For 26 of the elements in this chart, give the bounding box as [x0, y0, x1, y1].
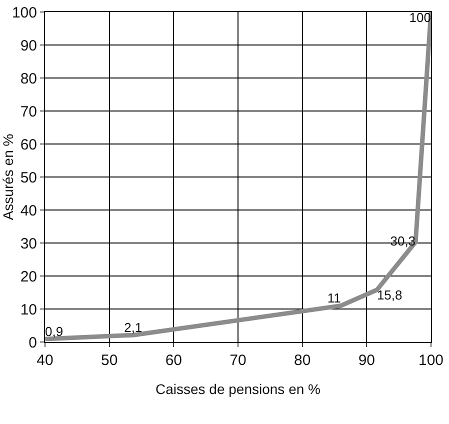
y-tick-label: 80 [20, 70, 37, 88]
y-tick-label: 90 [20, 37, 37, 54]
y-tick-label: 0 [28, 334, 37, 352]
y-tick-label: 100 [12, 4, 37, 22]
data-label: 11 [327, 290, 341, 306]
y-tick-label: 10 [20, 301, 37, 318]
x-tick-label: 100 [418, 352, 444, 369]
y-tick-label: 40 [20, 202, 37, 220]
line-series [45, 12, 431, 342]
x-tick-label: 70 [230, 352, 246, 369]
x-axis-title: Caisses de pensions en % [156, 381, 320, 397]
data-label: 15,8 [376, 288, 402, 303]
y-tick-label: 70 [20, 103, 37, 120]
y-tick-label: 50 [20, 169, 37, 186]
x-tick-label: 90 [358, 352, 376, 369]
x-tick-label: 40 [36, 352, 54, 369]
x-tick-label: 50 [100, 352, 118, 369]
x-tick-label: 80 [294, 352, 311, 369]
x-tick-label: 60 [165, 352, 182, 369]
y-tick-label: 30 [20, 235, 37, 252]
data-label: 2,1 [124, 320, 142, 335]
y-axis-title: Assurés en % [0, 134, 16, 220]
y-tick-label: 60 [20, 136, 37, 154]
data-label: 100 [409, 10, 431, 25]
y-tick-label: 20 [20, 268, 37, 286]
data-label: 0,9 [45, 324, 64, 339]
